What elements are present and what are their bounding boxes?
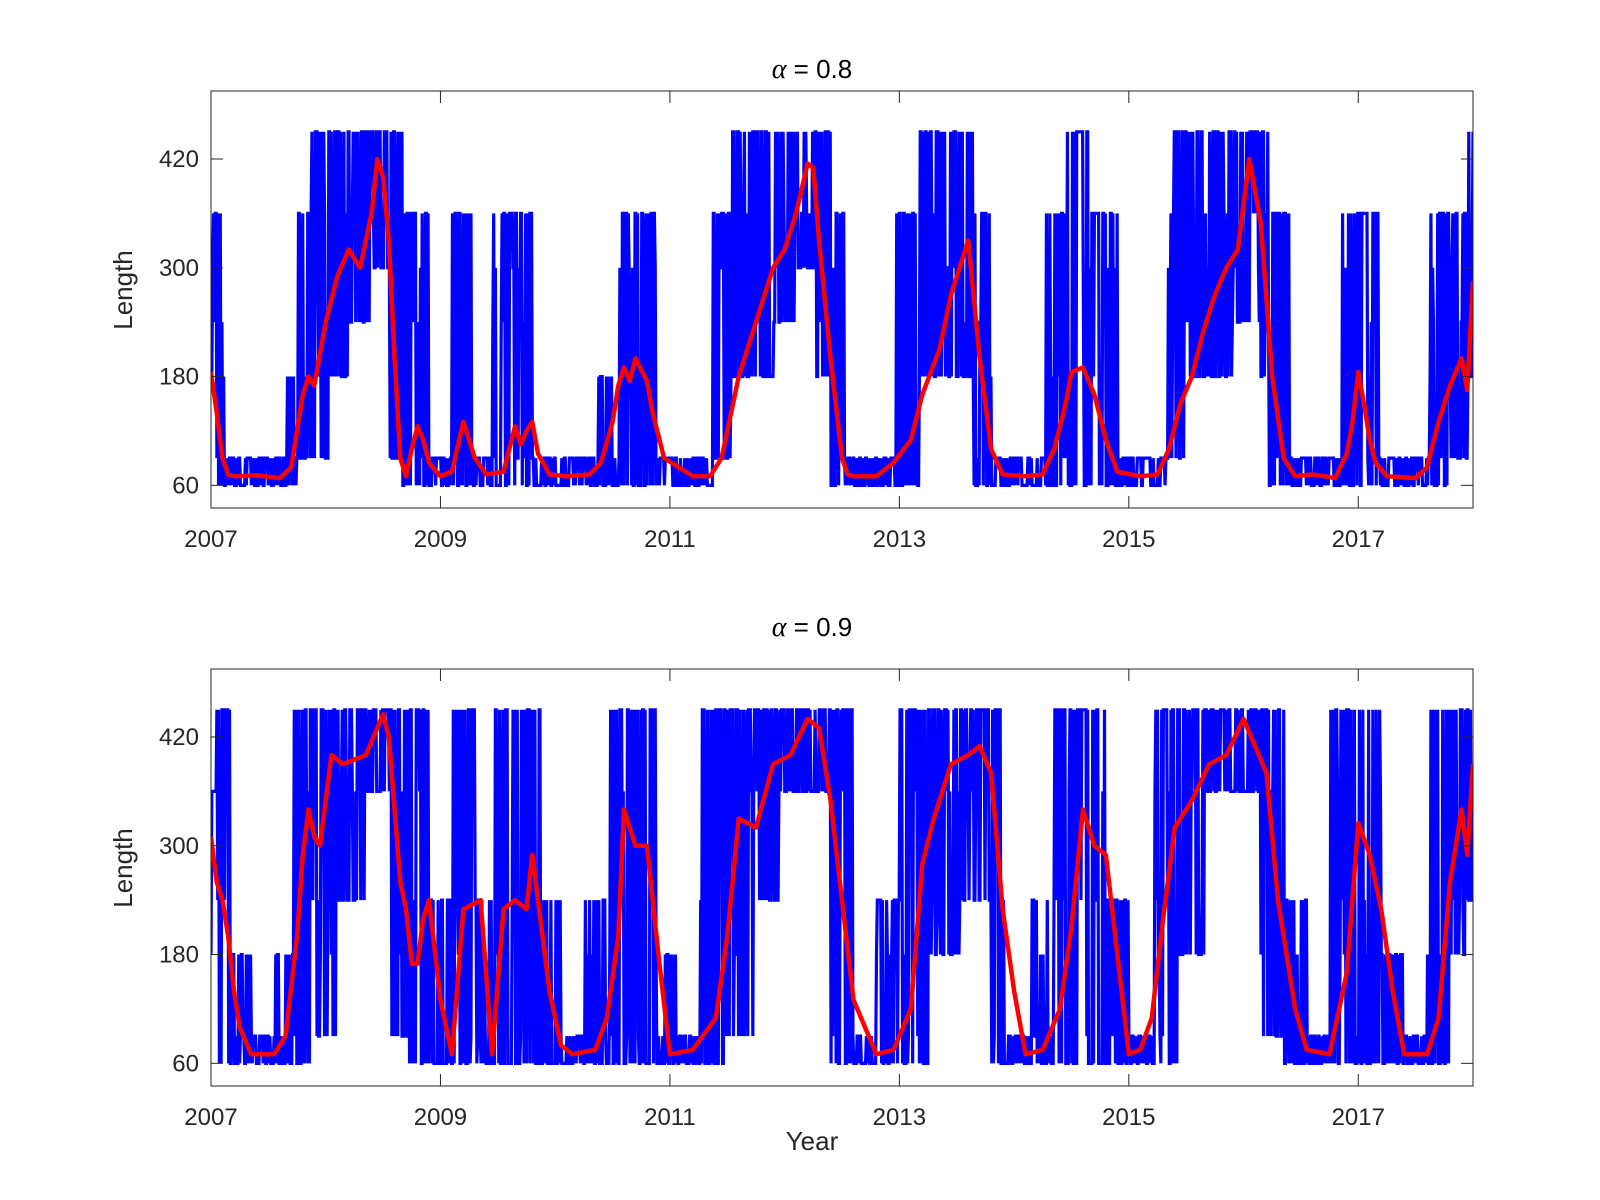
subplot-title-top: α = 0.8 <box>772 54 852 85</box>
x-tick-label: 2011 <box>644 1104 696 1131</box>
x-tick-label: 2017 <box>1332 1104 1385 1131</box>
y-tick-label: 60 <box>172 1050 199 1077</box>
axes-box <box>210 668 1474 1087</box>
series-smoothed-line <box>211 712 1473 1057</box>
title-symbol: α <box>772 612 788 643</box>
x-tick-label: 2017 <box>1332 526 1385 553</box>
series-layer <box>211 130 1473 487</box>
y-tick-label: 180 <box>159 942 199 969</box>
x-tick-label: 2013 <box>873 1104 926 1131</box>
x-tick-label: 2013 <box>873 526 926 553</box>
plot-top: 60 180 300 420 2007 2009 2011 2013 2015 2017 <box>159 90 1474 553</box>
y-axis-label-bottom: Length <box>108 828 138 908</box>
y-tick-label: 420 <box>159 724 199 751</box>
title-symbol: α <box>772 54 788 85</box>
y-tick-label: 300 <box>159 833 199 860</box>
x-tick-label: 2009 <box>414 1104 467 1131</box>
x-tick-label: 2011 <box>644 526 696 553</box>
series-layer <box>211 708 1473 1065</box>
plot-bottom: 60 180 300 420 2007 2009 2011 2013 2015 2017 <box>159 668 1474 1131</box>
title-value: = 0.9 <box>786 612 852 642</box>
y-tick-label: 60 <box>172 472 199 499</box>
y-tick-label: 420 <box>159 146 199 173</box>
x-tick-label: 2015 <box>1102 526 1155 553</box>
x-tick-label: 2015 <box>1102 1104 1155 1131</box>
x-axis-label-bottom: Year <box>786 1126 839 1156</box>
x-tick-label: 2009 <box>414 526 467 553</box>
series-smoothed-line <box>211 156 1473 481</box>
x-tick-label: 2007 <box>184 1104 237 1131</box>
subplot-top: α = 0.8 Length 60 180 300 420 2007 2009 2011 20… <box>108 54 1474 553</box>
series-raw-line <box>211 130 1473 487</box>
title-value: = 0.8 <box>786 54 852 84</box>
subplot-bottom: α = 0.9 Length Year 60 180 300 420 2007 2009 2… <box>108 612 1474 1156</box>
y-axis-label-top: Length <box>108 250 138 330</box>
y-tick-label: 300 <box>159 255 199 282</box>
y-tick-label: 180 <box>159 364 199 391</box>
axes-box <box>210 90 1474 509</box>
subplot-title-bottom: α = 0.9 <box>772 612 852 643</box>
series-raw-line <box>211 708 1473 1065</box>
x-tick-label: 2007 <box>184 526 237 553</box>
